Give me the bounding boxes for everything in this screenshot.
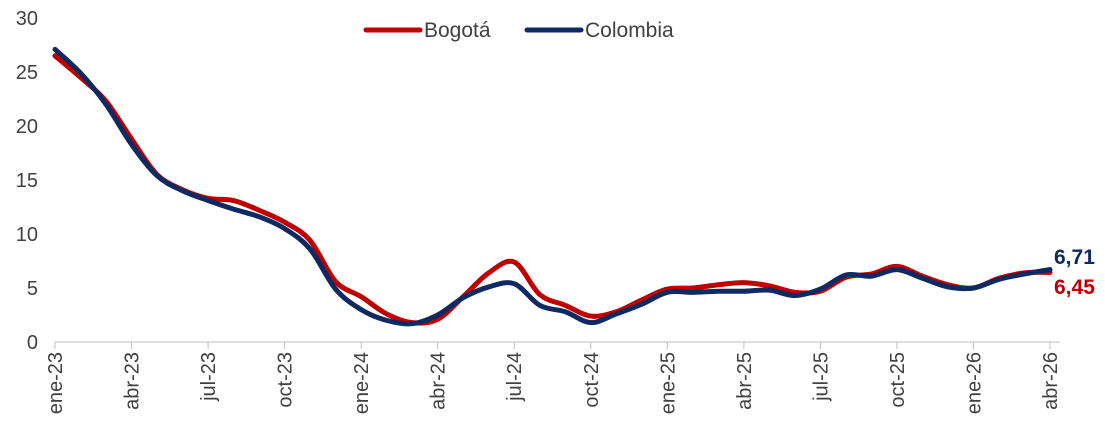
y-tick-label: 30 [16, 8, 38, 30]
x-tick-label: jul-23 [198, 352, 220, 402]
x-axis: ene-23 abr-23 jul-23 oct-23 ene-24 abr-24 jul-… [45, 341, 1062, 414]
legend: Bogotá Colombia [363, 19, 674, 42]
y-axis: 0 5 10 15 20 25 30 [16, 8, 38, 354]
x-tick-label: abr-23 [122, 352, 144, 410]
end-labels: 6,71 6,45 [1054, 246, 1095, 299]
x-tick-label: ene-23 [45, 352, 67, 414]
series-line-bogota [52, 53, 1053, 326]
x-tick-label: ene-24 [351, 352, 373, 414]
legend-label-colombia: Colombia [585, 19, 674, 42]
x-tick-label: abr-26 [1040, 352, 1062, 410]
x-tick-label: oct-23 [275, 352, 297, 408]
end-label-colombia: 6,71 [1054, 246, 1095, 269]
x-tick-label: jul-24 [504, 352, 526, 402]
end-label-bogota: 6,45 [1054, 276, 1095, 299]
y-tick-label: 5 [27, 278, 38, 300]
x-tick-label: jul-25 [810, 352, 832, 402]
y-tick-label: 20 [16, 116, 38, 138]
y-tick-label: 10 [16, 224, 38, 246]
series-line-colombia [52, 46, 1053, 327]
legend-label-bogota: Bogotá [424, 19, 491, 42]
series-layer [52, 46, 1053, 327]
x-tick-label: oct-25 [887, 352, 909, 408]
x-tick-label: abr-25 [734, 352, 756, 410]
x-tick-label: ene-26 [963, 352, 985, 414]
y-tick-label: 15 [16, 170, 38, 192]
x-tick-label: oct-24 [581, 352, 603, 408]
y-tick-label: 25 [16, 62, 38, 84]
x-tick-label: abr-24 [428, 352, 450, 410]
y-tick-label: 0 [27, 332, 38, 354]
x-tick-label: ene-25 [657, 352, 679, 414]
